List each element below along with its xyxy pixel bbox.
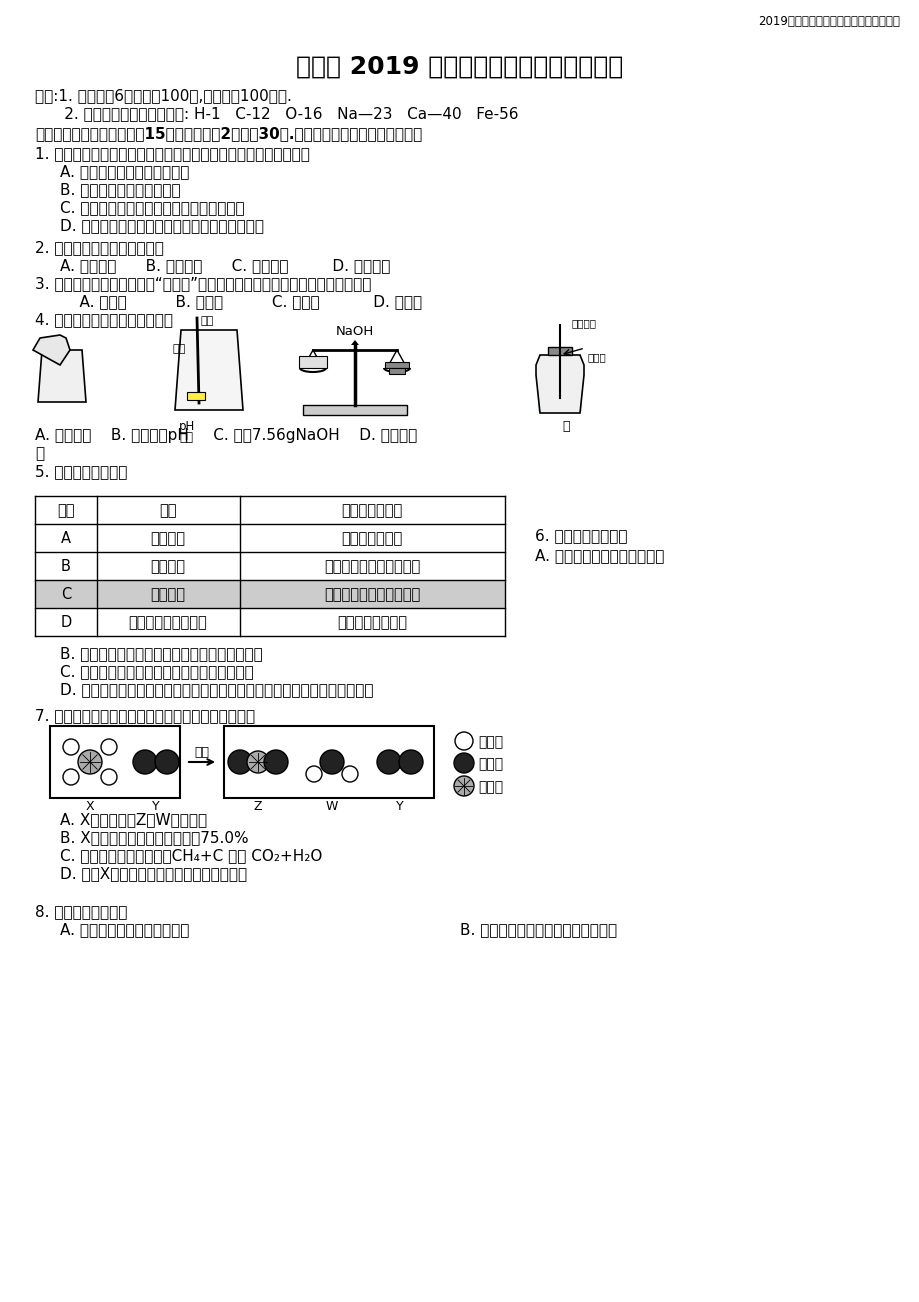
Text: D. 开发太阳能等新能源，减少对化石燃料的依赖: D. 开发太阳能等新能源，减少对化石燃料的依赖 [60,217,264,233]
Text: 镇江市 2019 年初中毕业升学考试化学试卷: 镇江市 2019 年初中毕业升学考试化学试卷 [296,55,623,79]
Bar [302,405,406,415]
Bar [384,362,409,368]
Text: D: D [61,615,72,630]
Circle shape [62,740,79,755]
Text: D. 点燃X前，要先检验其纯度，以防止爆炸: D. 点燃X前，要先检验其纯度，以防止爆炸 [60,866,247,881]
Circle shape [306,766,322,783]
Text: 选项: 选项 [57,503,74,518]
Polygon shape [179,355,239,408]
Text: A. 明矾既能净水又能杀菌消毒: A. 明矾既能净水又能杀菌消毒 [535,548,664,562]
Bar [389,368,404,374]
Circle shape [342,766,357,783]
Text: 2. 下列变化属于化学变化的是: 2. 下列变化属于化学变化的是 [35,240,164,255]
Bar [223,727,434,798]
Text: A. 倾倒液体    B. 测定溶液pH     C. 称取7.56gNaOH    D. 稀释浓硫: A. 倾倒液体 B. 测定溶液pH C. 称取7.56gNaOH D. 稀释浓硫 [35,428,417,443]
Text: 说明:1. 本试卷共6页，满分100分,考试时间100分钟.: 说明:1. 本试卷共6页，满分100分,考试时间100分钟. [35,89,291,103]
Polygon shape [33,335,70,365]
Text: 试纸: 试纸 [179,431,193,444]
Circle shape [320,750,344,773]
Circle shape [455,732,472,750]
Text: 8. 下列说法错误的是: 8. 下列说法错误的是 [35,904,127,919]
Text: 碳酸氢铵、硫酸铵、尿素: 碳酸氢铵、硫酸铵、尿素 [323,587,420,602]
Text: B. 提倡大量使用塑料超薄袋: B. 提倡大量使用塑料超薄袋 [60,182,180,197]
Circle shape [246,751,268,773]
Text: B. 利用洗洁精的乳化作用能够洗去餐具上的油污: B. 利用洗洁精的乳化作用能够洗去餐具上的油污 [60,646,263,661]
Text: A. 纯净物          B. 混合物          C. 氧化物           D. 化合物: A. 纯净物 B. 混合物 C. 氧化物 D. 化合物 [60,294,422,309]
Text: 氧原子: 氧原子 [478,756,503,771]
Text: C. 亚硝酸钠有咸味，能够代替食盐作调味品: C. 亚硝酸钠有咸味，能够代替食盐作调味品 [60,201,244,215]
Bar [548,348,572,355]
Circle shape [228,750,252,773]
Text: 常见合金: 常见合金 [151,531,186,546]
Text: A: A [61,531,71,546]
Text: 浓盐酸、浓硫酸、浓硝酸: 浓盐酸、浓硫酸、浓硝酸 [323,559,420,574]
Bar [35,579,505,608]
Text: 挥发性酸: 挥发性酸 [151,559,186,574]
Text: A. 瓦斯爆炸      B. 海水晒盐      C. 黄瓜榨汁         D. 干冰升华: A. 瓦斯爆炸 B. 海水晒盐 C. 黄瓜榨汁 D. 干冰升华 [60,258,390,273]
Text: B: B [61,559,71,574]
Circle shape [453,753,473,773]
Polygon shape [175,329,243,410]
Text: Z: Z [254,799,262,812]
Text: A. 废易拉罐属于不可回收垃圾: A. 废易拉罐属于不可回收垃圾 [60,164,189,178]
Circle shape [101,740,117,755]
Text: C. 该反应的化学方程式：CH₄+C 点燃 CO₂+H₂O: C. 该反应的化学方程式：CH₄+C 点燃 CO₂+H₂O [60,848,322,863]
Circle shape [154,750,179,773]
Polygon shape [351,340,358,345]
Text: 2019年江苏省镇江市中考化学试卷及答案: 2019年江苏省镇江市中考化学试卷及答案 [757,16,899,29]
Text: 黄铜、硬铝、钢: 黄铜、硬铝、钢 [341,531,403,546]
Circle shape [377,750,401,773]
Text: 常见氮肥: 常见氮肥 [151,587,186,602]
Text: 2. 可能用到的相对原子质量: H-1   C-12   O-16   Na—23   Ca—40   Fe-56: 2. 可能用到的相对原子质量: H-1 C-12 O-16 Na—23 Ca—4… [35,105,518,121]
Text: X: X [85,799,95,812]
Text: pH: pH [179,421,195,434]
Circle shape [78,750,102,773]
Text: Y: Y [396,799,403,812]
Text: A. 用肥皂水可区分硬水和软水: A. 用肥皂水可区分硬水和软水 [60,922,189,937]
Text: B. 用水可区分硝酸铵和氢氧化钠固体: B. 用水可区分硝酸铵和氢氧化钠固体 [460,922,617,937]
Circle shape [101,769,117,785]
Text: 纸片: 纸片 [173,344,186,354]
Text: 归类: 归类 [159,503,176,518]
Text: Y: Y [152,799,160,812]
Bar [50,727,180,798]
Text: D. 蛋白质、糖类、油脂、维生素等是人体必需的营养素，但应注意膳食平衡: D. 蛋白质、糖类、油脂、维生素等是人体必需的营养素，但应注意膳食平衡 [60,682,373,697]
Text: 氢原子: 氢原子 [478,736,503,749]
Text: NaOH: NaOH [335,326,374,339]
Text: 水: 水 [562,421,569,434]
Text: W: W [325,799,338,812]
Circle shape [133,750,157,773]
Circle shape [399,750,423,773]
Circle shape [62,769,79,785]
Polygon shape [536,355,584,413]
Text: 点燃: 点燃 [194,746,210,759]
Text: 碳原子: 碳原子 [478,780,503,794]
Text: 酸: 酸 [35,447,44,461]
Text: C: C [61,587,71,602]
Text: 物质（或元素）: 物质（或元素） [341,503,403,518]
Text: 4. 下列图示的实验操作准确的是: 4. 下列图示的实验操作准确的是 [35,312,173,327]
Bar [187,392,205,400]
Bar [299,355,326,368]
Text: 一、单项选择题（本题包括15小题，每小题2分，共30分.每小题只有一个选项符合题意）: 一、单项选择题（本题包括15小题，每小题2分，共30分.每小题只有一个选项符合题… [35,126,422,141]
Text: 6. 下列说法错误的是: 6. 下列说法错误的是 [535,529,627,543]
Polygon shape [40,370,84,400]
Text: 镊子: 镊子 [200,316,214,326]
Text: 3. 我国古代四大发明之一的“黑火药”主要是由硝酸钾、硫磺、木炭组成，它属于: 3. 我国古代四大发明之一的“黑火药”主要是由硝酸钾、硫磺、木炭组成，它属于 [35,276,371,292]
Text: 5. 下列归类错误的是: 5. 下列归类错误的是 [35,464,127,479]
Text: 7. 下图为某一反应的微观示意图，下列说法错误的是: 7. 下图为某一反应的微观示意图，下列说法错误的是 [35,708,255,723]
Text: 碘、锌、硒、铁等: 碘、锌、硒、铁等 [336,615,406,630]
Text: 浓硫酸: 浓硫酸 [587,352,607,362]
Circle shape [453,776,473,796]
Polygon shape [38,350,85,402]
Text: B. X物质中碳元素的质量分数为75.0%: B. X物质中碳元素的质量分数为75.0% [60,829,248,845]
Polygon shape [538,385,582,411]
Text: 不断搅拌: 不断搅拌 [572,318,596,328]
Text: 人体中常见微量元素: 人体中常见微量元素 [129,615,207,630]
Text: A. X是有机物，Z、W是无机物: A. X是有机物，Z、W是无机物 [60,812,207,827]
Text: C. 误食重金属盐，可立即服用蛋清或牛奶解毒: C. 误食重金属盐，可立即服用蛋清或牛奶解毒 [60,664,254,680]
Circle shape [264,750,288,773]
Text: 1. 化学与生活、环境、资源、能源等密切相关。下列说法准确的是: 1. 化学与生活、环境、资源、能源等密切相关。下列说法准确的是 [35,146,310,161]
